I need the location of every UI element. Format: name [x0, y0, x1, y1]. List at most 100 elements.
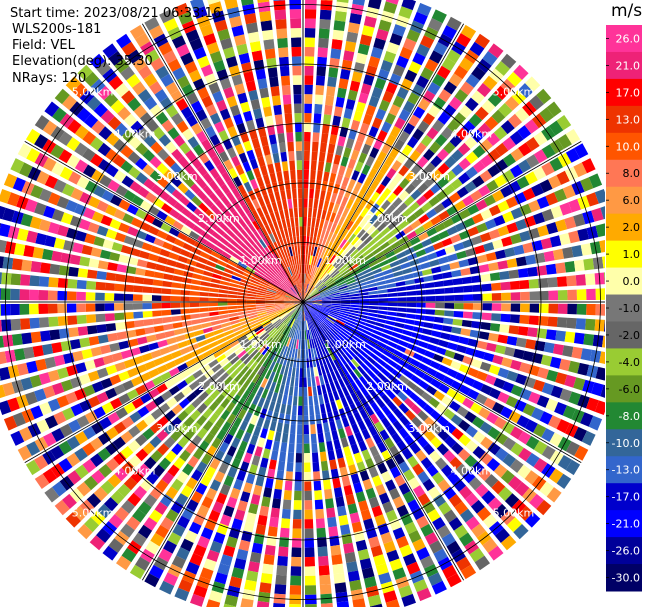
ppi-gate	[524, 376, 537, 389]
ppi-gate	[301, 311, 303, 321]
ppi-gate	[57, 367, 69, 380]
ppi-gate	[360, 397, 370, 408]
ppi-gate	[175, 334, 186, 342]
ppi-gate	[123, 190, 136, 202]
ppi-gate	[426, 252, 438, 261]
ppi-gate	[260, 317, 270, 324]
ppi-gate	[270, 316, 280, 323]
ppi-gate	[188, 343, 200, 352]
ppi-gate	[175, 98, 189, 111]
ppi-gate	[133, 311, 144, 319]
ppi-gate	[369, 243, 380, 252]
colorbar-swatch	[606, 186, 642, 215]
ppi-gate	[267, 349, 275, 360]
ppi-gate	[321, 272, 329, 281]
colorbar-swatch	[606, 25, 642, 53]
ppi-gate	[506, 336, 518, 346]
ppi-gate	[142, 428, 155, 440]
ppi-gate	[429, 141, 441, 154]
ppi-gate	[465, 492, 479, 507]
ppi-gate	[97, 503, 112, 519]
ppi-gate	[320, 260, 327, 270]
ppi-gate	[0, 351, 7, 365]
ppi-gate	[291, 309, 298, 318]
ppi-gate	[350, 119, 361, 131]
ppi-gate	[244, 344, 254, 353]
ppi-gate	[312, 357, 317, 368]
ppi-gate	[86, 280, 97, 290]
ppi-gate	[317, 283, 325, 290]
ppi-gate	[341, 328, 351, 335]
ppi-gate	[298, 339, 301, 350]
ppi-gate	[233, 176, 243, 187]
ppi-gate	[501, 236, 513, 247]
ppi-gate	[435, 457, 448, 470]
field-text: Field: VEL	[12, 38, 75, 53]
ppi-gate	[25, 128, 41, 145]
ppi-gate	[338, 185, 347, 196]
ppi-gate	[372, 117, 383, 129]
ppi-gate	[79, 337, 91, 348]
ppi-gate	[277, 288, 287, 294]
ppi-gate	[95, 292, 105, 301]
ppi-gate	[38, 290, 49, 301]
ppi-gate	[280, 442, 288, 453]
ppi-gate	[253, 187, 262, 199]
ppi-gate	[271, 317, 280, 324]
ppi-gate	[370, 263, 381, 271]
ppi-gate	[54, 499, 70, 516]
ppi-gate	[573, 426, 587, 442]
ppi-gate	[277, 289, 287, 295]
ppi-gate	[331, 554, 343, 565]
ppi-gate	[300, 339, 303, 350]
ppi-gate	[237, 92, 248, 104]
ppi-gate	[358, 261, 369, 269]
ppi-gate	[300, 283, 302, 293]
ppi-gate	[249, 41, 262, 53]
ppi-gate	[429, 337, 440, 345]
ppi-gate	[252, 220, 260, 231]
ppi-gate	[418, 362, 429, 372]
ppi-gate	[156, 429, 169, 442]
ppi-gate	[293, 301, 303, 302]
ppi-gate	[364, 383, 374, 394]
ppi-gate	[222, 272, 233, 279]
ppi-gate	[179, 346, 191, 355]
ppi-gate	[256, 207, 264, 218]
ppi-gate	[411, 332, 422, 340]
ppi-gate	[319, 142, 327, 153]
ppi-gate	[412, 463, 424, 476]
ppi-gate	[314, 103, 323, 114]
ppi-gate	[443, 509, 457, 523]
ppi-gate	[199, 251, 211, 260]
ppi-gate	[177, 515, 190, 529]
ppi-gate	[331, 270, 340, 278]
ppi-gate	[238, 440, 248, 452]
ppi-gate	[66, 154, 81, 169]
ppi-gate	[347, 233, 357, 243]
ppi-gate	[187, 136, 199, 149]
ppi-gate	[176, 380, 188, 390]
ppi-gate	[515, 256, 527, 267]
ppi-gate	[393, 327, 404, 334]
ppi-gate	[62, 183, 75, 197]
ppi-gate	[149, 486, 163, 500]
ppi-gate	[145, 192, 157, 204]
ppi-gate	[531, 240, 543, 252]
ppi-gate	[325, 264, 333, 273]
ppi-gate	[326, 317, 335, 324]
ppi-gate	[456, 406, 469, 418]
ppi-gate	[441, 464, 454, 478]
ppi-gate	[260, 135, 269, 147]
ppi-gate	[469, 547, 485, 563]
ppi-gate	[168, 252, 180, 261]
ppi-gate	[258, 285, 268, 291]
ppi-gate	[357, 420, 367, 432]
ppi-gate	[408, 477, 421, 490]
ppi-gate	[361, 143, 372, 155]
ppi-gate	[291, 37, 302, 48]
ppi-gate	[330, 294, 341, 298]
ppi-gate	[201, 322, 212, 329]
ppi-gate	[312, 317, 319, 327]
ppi-gate	[409, 358, 421, 368]
